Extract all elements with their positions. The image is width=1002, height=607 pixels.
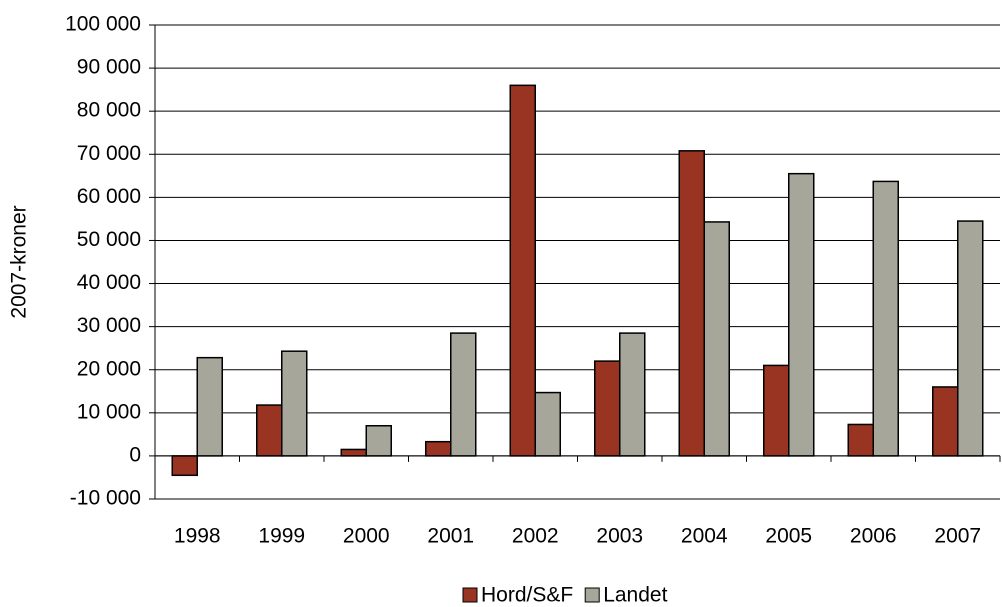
- y-tick-label: 60 000: [77, 185, 141, 208]
- bar: [957, 220, 984, 457]
- bar: [340, 448, 367, 457]
- legend-label: Landet: [603, 584, 667, 607]
- x-tick-label: 1998: [174, 525, 221, 548]
- y-tick-label: 0: [129, 443, 141, 466]
- bar: [763, 364, 790, 457]
- legend-swatch: [462, 587, 478, 603]
- x-tick-label: 2002: [512, 525, 559, 548]
- y-tick-label: -10 000: [70, 487, 141, 510]
- y-tick-label: 10 000: [77, 400, 141, 423]
- bar: [594, 360, 621, 457]
- x-tick-label: 2000: [343, 525, 390, 548]
- x-tick-label: 2005: [765, 525, 812, 548]
- y-tick-label: 90 000: [77, 56, 141, 79]
- y-tick-label: 50 000: [77, 228, 141, 251]
- bar: [365, 424, 392, 457]
- y-tick-label: 40 000: [77, 271, 141, 294]
- y-tick-label: 30 000: [77, 314, 141, 337]
- bar: [788, 172, 815, 457]
- x-tick-label: 2003: [596, 525, 643, 548]
- bar: [281, 350, 308, 457]
- bar: [509, 84, 536, 457]
- legend-swatch: [584, 587, 600, 603]
- bar: [619, 332, 646, 457]
- bar: [450, 332, 477, 457]
- y-axis-label: 2007-kroner: [8, 205, 31, 318]
- bar: [932, 386, 959, 457]
- bar: [534, 391, 561, 457]
- bar: [256, 404, 283, 457]
- bar: [678, 150, 705, 457]
- bar: [872, 180, 899, 457]
- bar: [171, 455, 198, 477]
- x-tick-label: 2001: [427, 525, 474, 548]
- legend-label: Hord/S&F: [481, 584, 573, 607]
- bar: [425, 440, 452, 457]
- bar: [703, 221, 730, 457]
- y-tick-label: 20 000: [77, 357, 141, 380]
- x-tick-label: 2007: [934, 525, 981, 548]
- bar: [847, 423, 874, 457]
- x-tick-label: 1999: [258, 525, 305, 548]
- x-tick-label: 2006: [850, 525, 897, 548]
- y-tick-label: 100 000: [65, 13, 141, 36]
- x-tick-label: 2004: [681, 525, 728, 548]
- y-tick-label: 80 000: [77, 99, 141, 122]
- bar: [196, 356, 223, 457]
- y-tick-label: 70 000: [77, 142, 141, 165]
